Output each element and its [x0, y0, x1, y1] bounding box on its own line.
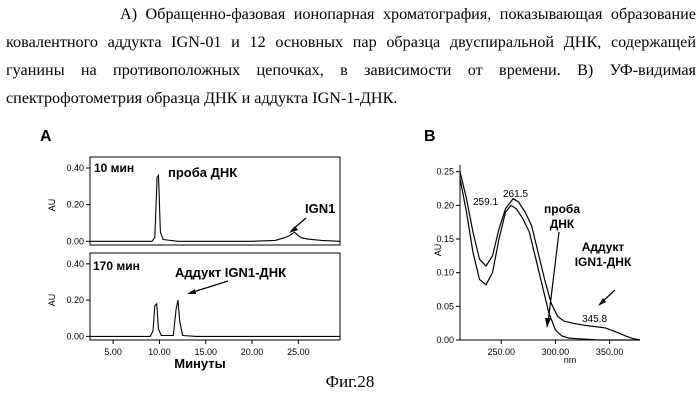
y-tick-label: 0.10	[436, 268, 454, 278]
panel-b-letter: B	[424, 128, 436, 145]
panel-a-top-ign-arrowhead	[289, 226, 298, 233]
x-tick-label: 10.00	[148, 347, 171, 357]
panel-b-peak1-label: 259.1	[473, 197, 498, 208]
panel-a-xticks: 5.0010.0015.0020.0025.00	[104, 340, 309, 357]
panel-b-peak2-label: 261.5	[503, 189, 528, 200]
panel-a-bottom-yticks: 0.40 0.20 0.00	[66, 259, 90, 342]
panel-a-letter: A	[40, 128, 52, 145]
panel-b-shoulder-label: 345.8	[582, 314, 607, 325]
panel-a-top-ylabel: AU	[47, 199, 57, 212]
y-tick-label: 0.00	[66, 236, 84, 246]
panel-a-bottom-adduct-arrow	[190, 281, 228, 293]
panel-a-top-ign-label: IGN1	[305, 201, 335, 216]
panel-b-xlabel: nm	[564, 355, 577, 365]
panel-a-bottom-trace	[90, 300, 340, 336]
panel-a-xlabel: Минуты	[174, 356, 226, 371]
panel-a-top-yticks: 0.40 0.20 0.00	[66, 163, 90, 246]
y-tick-label: 0.05	[436, 301, 454, 311]
y-tick-label: 0.40	[66, 163, 84, 173]
panel-b-dna-label-2: ДНК	[550, 217, 575, 231]
panel-b-xticks: 250.00300.00350.00	[487, 340, 623, 357]
panel-b-ylabel: AU	[433, 244, 443, 257]
panel-a-bottom-ylabel: AU	[47, 294, 57, 307]
y-tick-label: 0.00	[436, 335, 454, 345]
panel-b-adduct-label-1: Аддукт	[582, 240, 625, 254]
y-tick-label: 0.20	[436, 200, 454, 210]
panel-a-top-peak-label: проба ДНК	[168, 165, 237, 180]
x-tick-label: 20.00	[241, 347, 264, 357]
x-tick-label: 250.00	[487, 347, 515, 357]
y-tick-label: 0.40	[66, 259, 84, 269]
panel-b-adduct-label-2: IGN1-ДНК	[575, 255, 632, 269]
panel-b-dna-arrow	[548, 232, 559, 323]
panel-b-dna-arrowhead	[545, 318, 551, 328]
panel-a-bottom-adduct-arrowhead	[187, 289, 196, 294]
y-tick-label: 0.15	[436, 234, 454, 244]
x-tick-label: 350.00	[596, 347, 624, 357]
panel-a-bottom-time: 170 мин	[93, 259, 140, 273]
y-tick-label: 0.20	[66, 200, 84, 210]
figure-label: Фиг.28	[0, 372, 700, 392]
panel-b-dna-label-1: проба	[544, 202, 580, 216]
y-tick-label: 0.00	[66, 331, 84, 341]
panel-a-bottom-adduct-label: Аддукт IGN1-ДНК	[175, 265, 286, 280]
panel-a-top-trace	[90, 175, 340, 241]
panel-a-top-time: 10 мин	[94, 161, 134, 175]
y-tick-label: 0.25	[436, 167, 454, 177]
y-tick-label: 0.20	[66, 295, 84, 305]
x-tick-label: 5.00	[104, 347, 122, 357]
x-tick-label: 25.00	[287, 347, 310, 357]
